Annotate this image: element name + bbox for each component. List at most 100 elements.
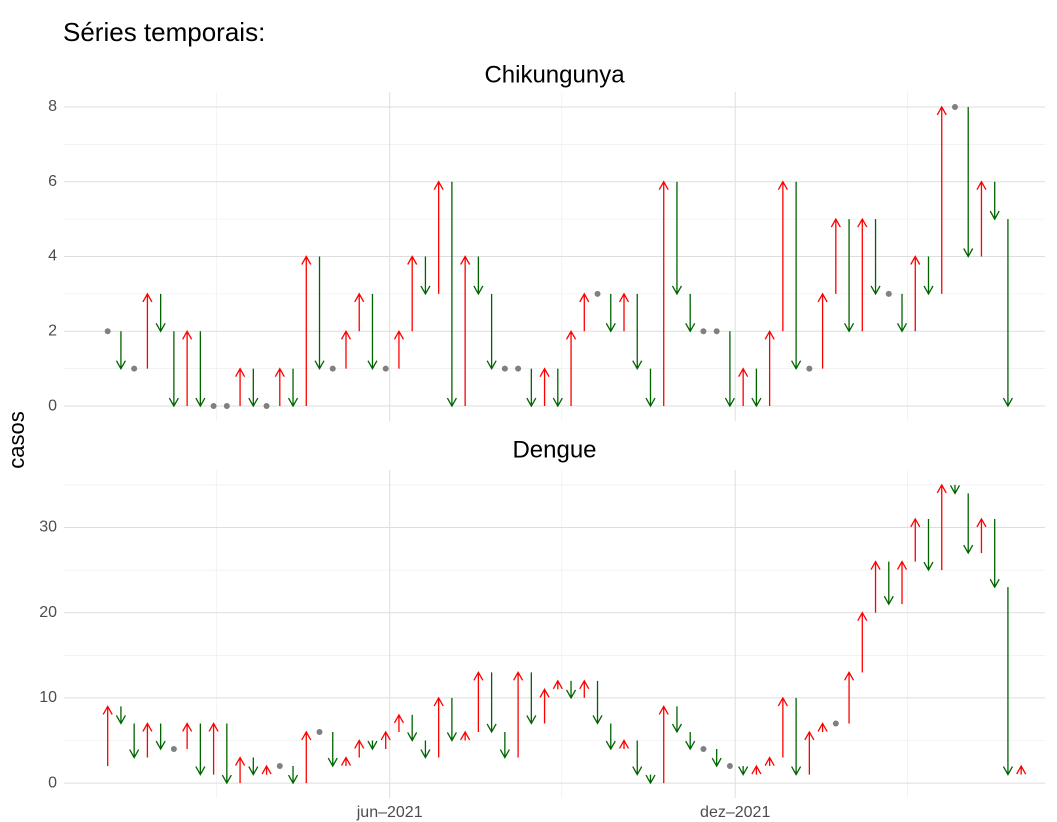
arrow-up (910, 517, 921, 562)
arrow-down (989, 518, 1000, 589)
arrow-down (791, 697, 802, 776)
arrow-up (460, 255, 471, 407)
arrow-down (115, 706, 126, 725)
arrow-up (261, 764, 272, 775)
arrow-down (724, 331, 735, 408)
arrow-down (645, 368, 656, 408)
arrow-down (791, 181, 802, 370)
flat-dot (223, 403, 230, 410)
arrow-up (777, 180, 788, 332)
arrow-up (407, 255, 418, 332)
arrow-down (896, 293, 908, 333)
flat-dot (329, 365, 336, 372)
arrow-up (857, 611, 868, 673)
flat-dot (501, 365, 508, 372)
arrow-down (870, 219, 881, 296)
flat-dot (104, 328, 111, 335)
arrow-up (473, 671, 484, 732)
arrow-down (751, 368, 762, 408)
arrow-up (830, 217, 841, 294)
arrow-down (685, 293, 696, 333)
arrow-up (340, 329, 352, 369)
flat-dot (515, 365, 522, 372)
arrow-down (843, 219, 855, 333)
flat-dot (726, 763, 733, 770)
y-axis-label: casos (4, 411, 29, 468)
arrow-down (671, 706, 683, 734)
arrow-down (155, 293, 166, 333)
arrow-up (817, 292, 828, 369)
arrow-down (446, 697, 457, 742)
flat-dot (885, 290, 892, 297)
arrow-down (367, 740, 378, 751)
arrow-down (327, 731, 338, 768)
arrow-up (579, 292, 590, 332)
arrow-up (539, 688, 550, 724)
arrow-up (804, 730, 815, 775)
arrow-down (486, 293, 497, 370)
arrow-up (764, 329, 775, 407)
flat-dot (170, 746, 177, 753)
flat-dot (594, 290, 601, 297)
arrow-down (592, 680, 603, 725)
y-tick-label: 30 (39, 519, 57, 536)
arrow-up (552, 679, 563, 690)
arrow-down (963, 493, 974, 555)
arrow-up (142, 722, 153, 758)
arrow-down (221, 723, 232, 785)
arrow-up (301, 255, 312, 407)
y-tick-label: 6 (48, 173, 57, 190)
arrow-down (367, 293, 378, 370)
y-tick-label: 2 (48, 322, 57, 339)
arrow-up (870, 560, 881, 613)
arrow-up (777, 696, 788, 758)
flat-dot (382, 365, 389, 372)
arrow-up (764, 756, 775, 767)
arrow-up (393, 713, 405, 732)
arrow-down (526, 672, 537, 725)
arrow-down (685, 731, 696, 751)
arrow-up (102, 705, 113, 767)
flat-dot (832, 720, 839, 727)
arrow-down (446, 181, 457, 408)
arrow-up (235, 367, 246, 407)
x-tick-label: jun–2021 (356, 804, 423, 821)
arrow-up (142, 292, 153, 369)
arrow-down (473, 256, 484, 296)
arrow-down (155, 723, 166, 751)
flat-dot (951, 103, 958, 110)
arrow-up (618, 739, 630, 750)
y-tick-label: 0 (48, 774, 57, 791)
flat-dot (276, 763, 283, 770)
arrow-down (552, 368, 563, 408)
figure-title: Séries temporais: (63, 17, 265, 47)
arrow-up (1016, 764, 1027, 775)
arrow-up (380, 730, 391, 750)
y-tick-label: 8 (48, 98, 57, 115)
arrow-down (115, 331, 126, 370)
arrow-up (565, 329, 577, 407)
arrow-down (407, 714, 418, 742)
arrow-up (658, 180, 669, 407)
arrow-down (168, 331, 179, 408)
arrow-down (963, 106, 974, 258)
arrow-up (751, 764, 762, 775)
arrow-up (976, 517, 987, 554)
arrow-up (354, 739, 365, 758)
arrow-up (843, 671, 855, 724)
arrow-up (817, 722, 828, 732)
arrow-up (579, 679, 590, 698)
arrow-down (632, 740, 643, 776)
y-tick-label: 20 (39, 604, 57, 621)
arrow-down (711, 749, 722, 768)
arrow-down (314, 256, 325, 370)
arrow-up (182, 722, 193, 750)
arrow-down (486, 672, 497, 734)
arrow-down (671, 181, 683, 296)
arrow-down (287, 368, 299, 408)
arrow-up (976, 180, 987, 257)
arrow-up (936, 483, 947, 571)
arrow-up (340, 756, 352, 767)
arrow-down (605, 723, 616, 751)
